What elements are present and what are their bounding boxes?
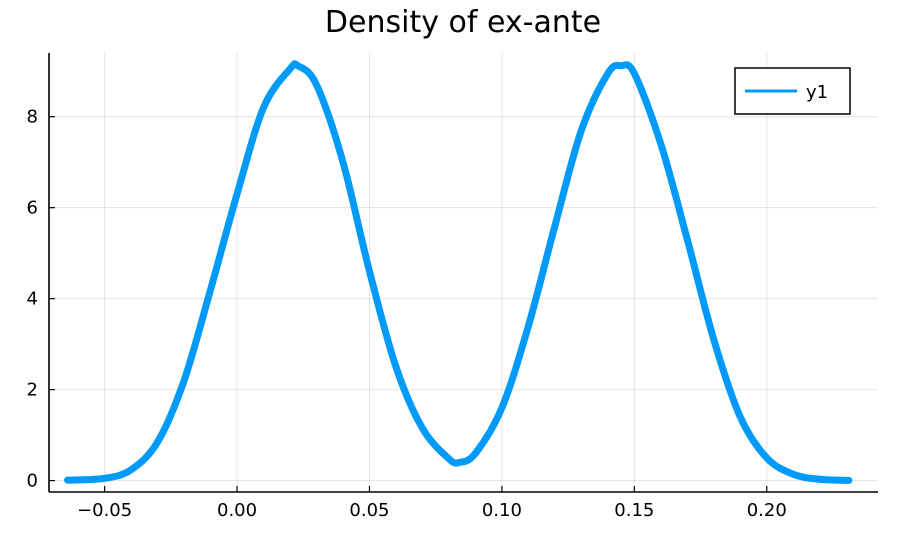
x-tick-label-0: −0.05 bbox=[77, 500, 132, 521]
y-tick-label-3: 6 bbox=[27, 198, 38, 219]
axes bbox=[48, 53, 878, 493]
y-tick-label-4: 8 bbox=[27, 107, 38, 128]
chart-title: Density of ex-ante bbox=[325, 5, 601, 40]
grid-lines bbox=[49, 53, 878, 492]
x-tick-label-1: 0.00 bbox=[217, 500, 257, 521]
series-lines bbox=[64, 60, 853, 484]
tick-labels: −0.05 0.00 0.05 0.10 0.15 0.20 0 2 4 6 8 bbox=[27, 107, 787, 521]
legend-label-y1: y1 bbox=[806, 82, 828, 103]
x-tick-label-3: 0.10 bbox=[482, 500, 522, 521]
x-tick-label-4: 0.15 bbox=[614, 500, 654, 521]
legend: y1 bbox=[734, 67, 851, 115]
y-tick-label-1: 2 bbox=[27, 380, 38, 401]
series-line-y1 bbox=[64, 60, 853, 484]
x-tick-label-5: 0.20 bbox=[747, 500, 787, 521]
y-tick-label-2: 4 bbox=[27, 289, 38, 310]
y-tick-label-0: 0 bbox=[27, 471, 38, 492]
x-tick-label-2: 0.05 bbox=[349, 500, 389, 521]
